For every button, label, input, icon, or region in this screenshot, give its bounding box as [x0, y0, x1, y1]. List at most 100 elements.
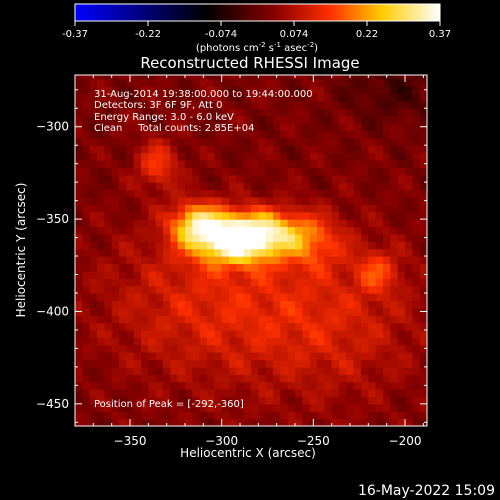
heatmap-cell	[236, 108, 245, 117]
heatmap-cell	[383, 182, 391, 191]
heatmap-cell	[141, 100, 149, 109]
heatmap-cell	[236, 233, 245, 242]
energy-range-annotation: Energy Range: 3.0 - 6.0 keV	[94, 112, 234, 123]
heatmap-cell	[148, 270, 157, 279]
heatmap-cell	[170, 152, 179, 161]
heatmap-cell	[133, 211, 142, 220]
heatmap-cell	[119, 278, 127, 287]
heatmap-cell	[214, 374, 223, 383]
heatmap-cell	[229, 366, 237, 375]
heatmap-cell	[258, 182, 267, 191]
heatmap-cell	[243, 352, 252, 361]
heatmap-cell	[331, 307, 340, 316]
heatmap-cell	[148, 418, 157, 426]
heatmap-cell	[397, 174, 406, 183]
heatmap-cell	[229, 352, 237, 361]
heatmap-cell	[383, 130, 391, 139]
heatmap-cell	[141, 315, 149, 324]
heatmap-cell	[97, 256, 105, 265]
heatmap-cell	[280, 189, 289, 198]
heatmap-cell	[361, 389, 369, 398]
heatmap-cell	[287, 167, 296, 176]
heatmap-cell	[280, 292, 289, 301]
heatmap-cell	[419, 315, 427, 324]
heatmap-cell	[236, 248, 245, 257]
heatmap-cell	[97, 93, 105, 102]
heatmap-cell	[133, 167, 142, 176]
heatmap-cell	[185, 307, 193, 316]
heatmap-cell	[170, 352, 179, 361]
heatmap-cell	[163, 211, 171, 220]
heatmap-cell	[273, 226, 281, 235]
heatmap-cell	[317, 75, 325, 80]
heatmap-cell	[192, 78, 201, 87]
heatmap-cell	[309, 322, 318, 331]
heatmap-cell	[265, 248, 274, 257]
heatmap-cell	[185, 182, 193, 191]
heatmap-cell	[390, 226, 399, 235]
heatmap-cell	[287, 278, 296, 287]
heatmap-cell	[185, 86, 193, 95]
heatmap-cell	[317, 100, 325, 109]
heatmap-cell	[141, 75, 149, 80]
heatmap-cell	[251, 219, 259, 228]
heatmap-cell	[82, 167, 91, 176]
heatmap-cell	[89, 344, 98, 353]
heatmap-cell	[273, 196, 281, 205]
heatmap-cell	[368, 182, 377, 191]
heatmap-cell	[243, 359, 252, 368]
heatmap-cell	[192, 381, 201, 390]
heatmap-cell	[302, 396, 311, 405]
heatmap-cell	[375, 137, 384, 146]
heatmap-cell	[82, 418, 91, 426]
heatmap-cell	[199, 322, 208, 331]
heatmap-cell	[207, 411, 215, 420]
heatmap-cell	[185, 226, 193, 235]
heatmap-cell	[265, 78, 274, 87]
heatmap-cell	[104, 403, 113, 412]
heatmap-cell	[258, 418, 267, 426]
heatmap-cell	[317, 159, 325, 168]
heatmap-cell	[317, 86, 325, 95]
heatmap-cell	[317, 123, 325, 132]
heatmap-cell	[133, 270, 142, 279]
heatmap-cell	[236, 174, 245, 183]
heatmap-cell	[375, 204, 384, 213]
heatmap-cell	[155, 374, 164, 383]
heatmap-cell	[199, 182, 208, 191]
heatmap-cell	[353, 145, 362, 154]
heatmap-cell	[111, 174, 120, 183]
heatmap-cell	[155, 233, 164, 242]
heatmap-cell	[339, 344, 347, 353]
heatmap-cell	[331, 256, 340, 265]
heatmap-cell	[353, 418, 362, 426]
heatmap-cell	[141, 337, 149, 346]
heatmap-cell	[383, 145, 391, 154]
heatmap-cell	[192, 248, 201, 257]
heatmap-cell	[302, 174, 311, 183]
heatmap-cell	[243, 189, 252, 198]
heatmap-cell	[309, 248, 318, 257]
heatmap-cell	[251, 196, 259, 205]
heatmap-cell	[375, 337, 384, 346]
heatmap-cell	[287, 137, 296, 146]
heatmap-cell	[185, 145, 193, 154]
heatmap-cell	[302, 86, 311, 95]
heatmap-cell	[119, 167, 127, 176]
heatmap-cell	[221, 115, 230, 124]
heatmap-cell	[82, 174, 91, 183]
heatmap-cell	[273, 307, 281, 316]
heatmap-cell	[265, 152, 274, 161]
heatmap-cell	[295, 241, 303, 250]
heatmap-cell	[295, 226, 303, 235]
heatmap-cell	[405, 307, 413, 316]
heatmap-cell	[243, 337, 252, 346]
heatmap-cell	[383, 381, 391, 390]
heatmap-cell	[280, 78, 289, 87]
heatmap-cell	[97, 300, 105, 309]
heatmap-cell	[317, 167, 325, 176]
heatmap-cell	[287, 233, 296, 242]
heatmap-cell	[192, 352, 201, 361]
heatmap-cell	[309, 233, 318, 242]
heatmap-cell	[229, 75, 237, 80]
